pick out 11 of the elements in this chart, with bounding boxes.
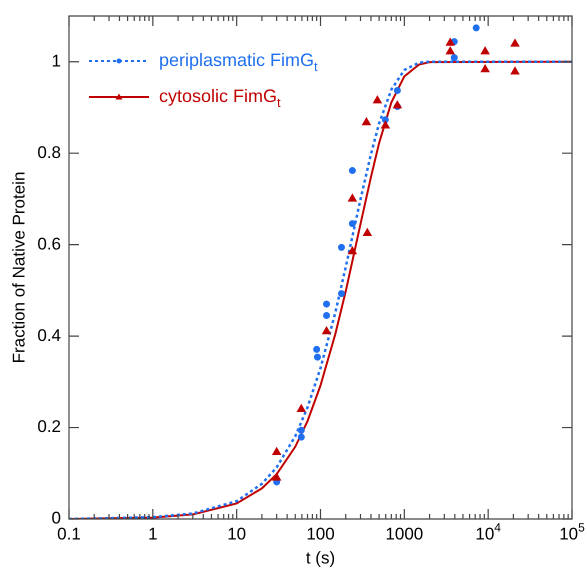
x-tick-label: 1000	[385, 524, 424, 544]
x-tick-label: 100	[306, 524, 335, 544]
x-tick-label: 1	[148, 524, 158, 544]
y-tick-label: 0.2	[37, 417, 62, 436]
y-tick-label: 0.8	[37, 142, 62, 162]
y-tick-label: 1	[52, 51, 62, 70]
y-axis-title: Fraction of Native Protein	[10, 172, 29, 364]
y-tick-label: 0.6	[37, 234, 62, 254]
y-tick-label: 0.4	[37, 326, 62, 345]
x-tick-label: 10	[227, 524, 246, 544]
x-axis-title: t (s)	[306, 548, 336, 568]
